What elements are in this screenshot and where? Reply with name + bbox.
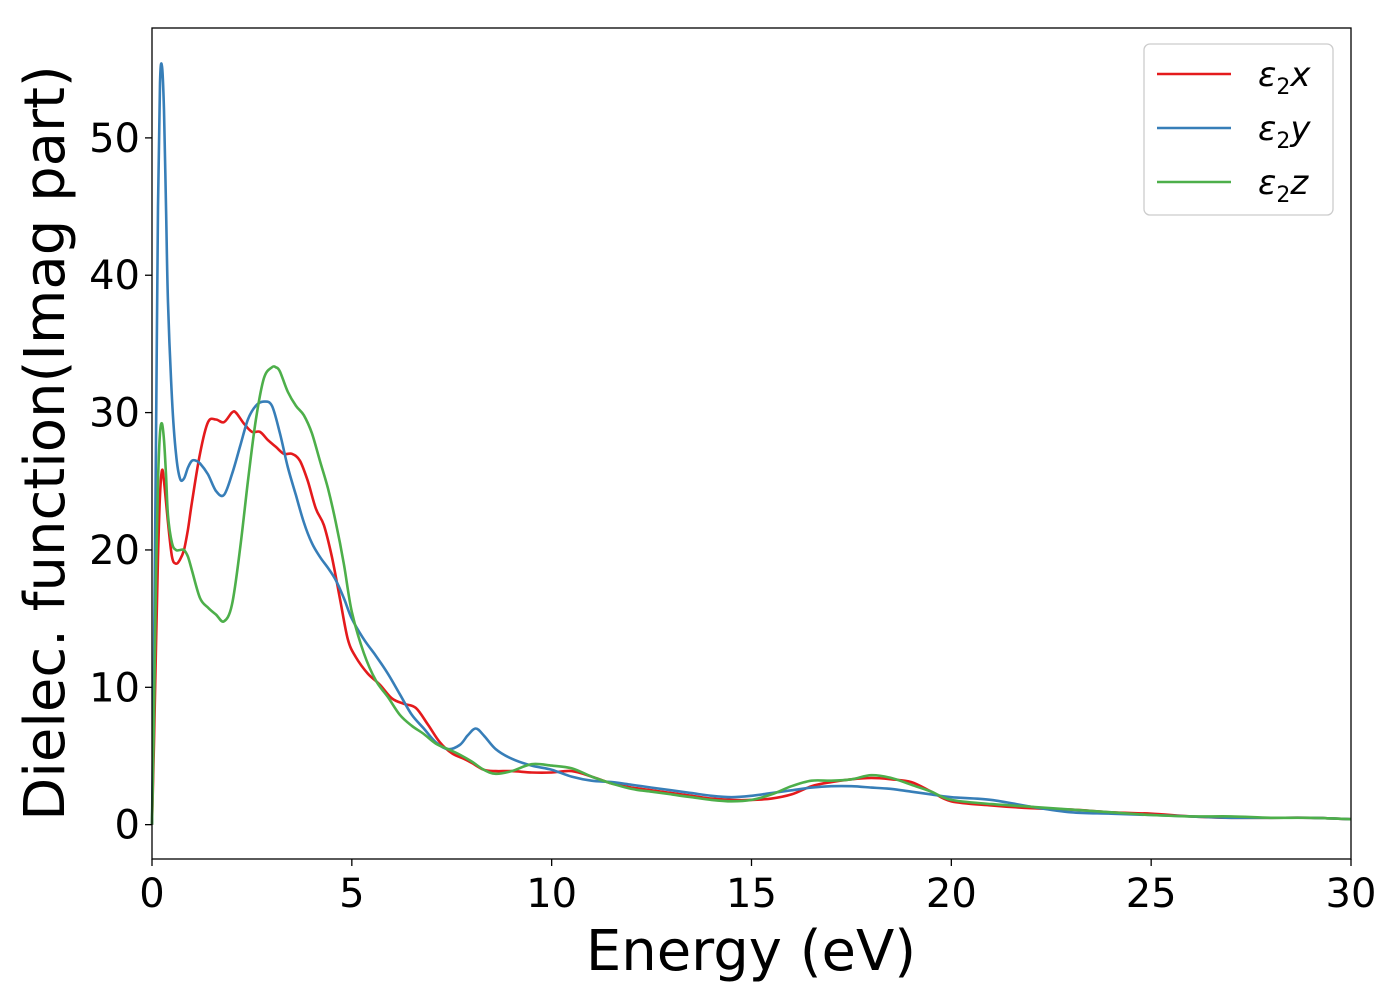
x-tick-label: 25 <box>1126 871 1177 917</box>
x-tick-label: 30 <box>1326 871 1377 917</box>
y-axis-label: Dielec. function(Imag part) <box>13 65 78 821</box>
x-tick-label: 15 <box>726 871 777 917</box>
y-tick-label: 50 <box>89 116 140 162</box>
x-axis-ticks: 0 5 10 15 20 25 30 <box>139 859 1376 917</box>
y-tick-label: 30 <box>89 391 140 437</box>
x-tick-label: 5 <box>339 871 364 917</box>
series-line-z <box>150 364 1352 825</box>
x-tick-label: 10 <box>526 871 577 917</box>
series-line-y <box>150 62 1352 825</box>
y-tick-label: 20 <box>89 528 140 574</box>
x-axis-label: Energy (eV) <box>586 919 916 984</box>
legend-box <box>1143 43 1334 216</box>
y-tick-label: 0 <box>115 803 140 849</box>
series-lines <box>150 62 1352 825</box>
legend: ε2x ε2y ε2z <box>1143 43 1334 216</box>
y-tick-label: 10 <box>89 665 140 711</box>
y-tick-label: 40 <box>89 253 140 299</box>
x-tick-label: 0 <box>139 871 164 917</box>
series-line-x <box>150 410 1352 825</box>
legend-entry-z: ε2z <box>1258 163 1309 208</box>
x-tick-label: 20 <box>926 871 977 917</box>
y-axis-ticks: 0 10 20 30 40 50 <box>89 116 152 849</box>
legend-entry-x: ε2x <box>1258 55 1311 100</box>
legend-entry-y: ε2y <box>1258 109 1311 154</box>
